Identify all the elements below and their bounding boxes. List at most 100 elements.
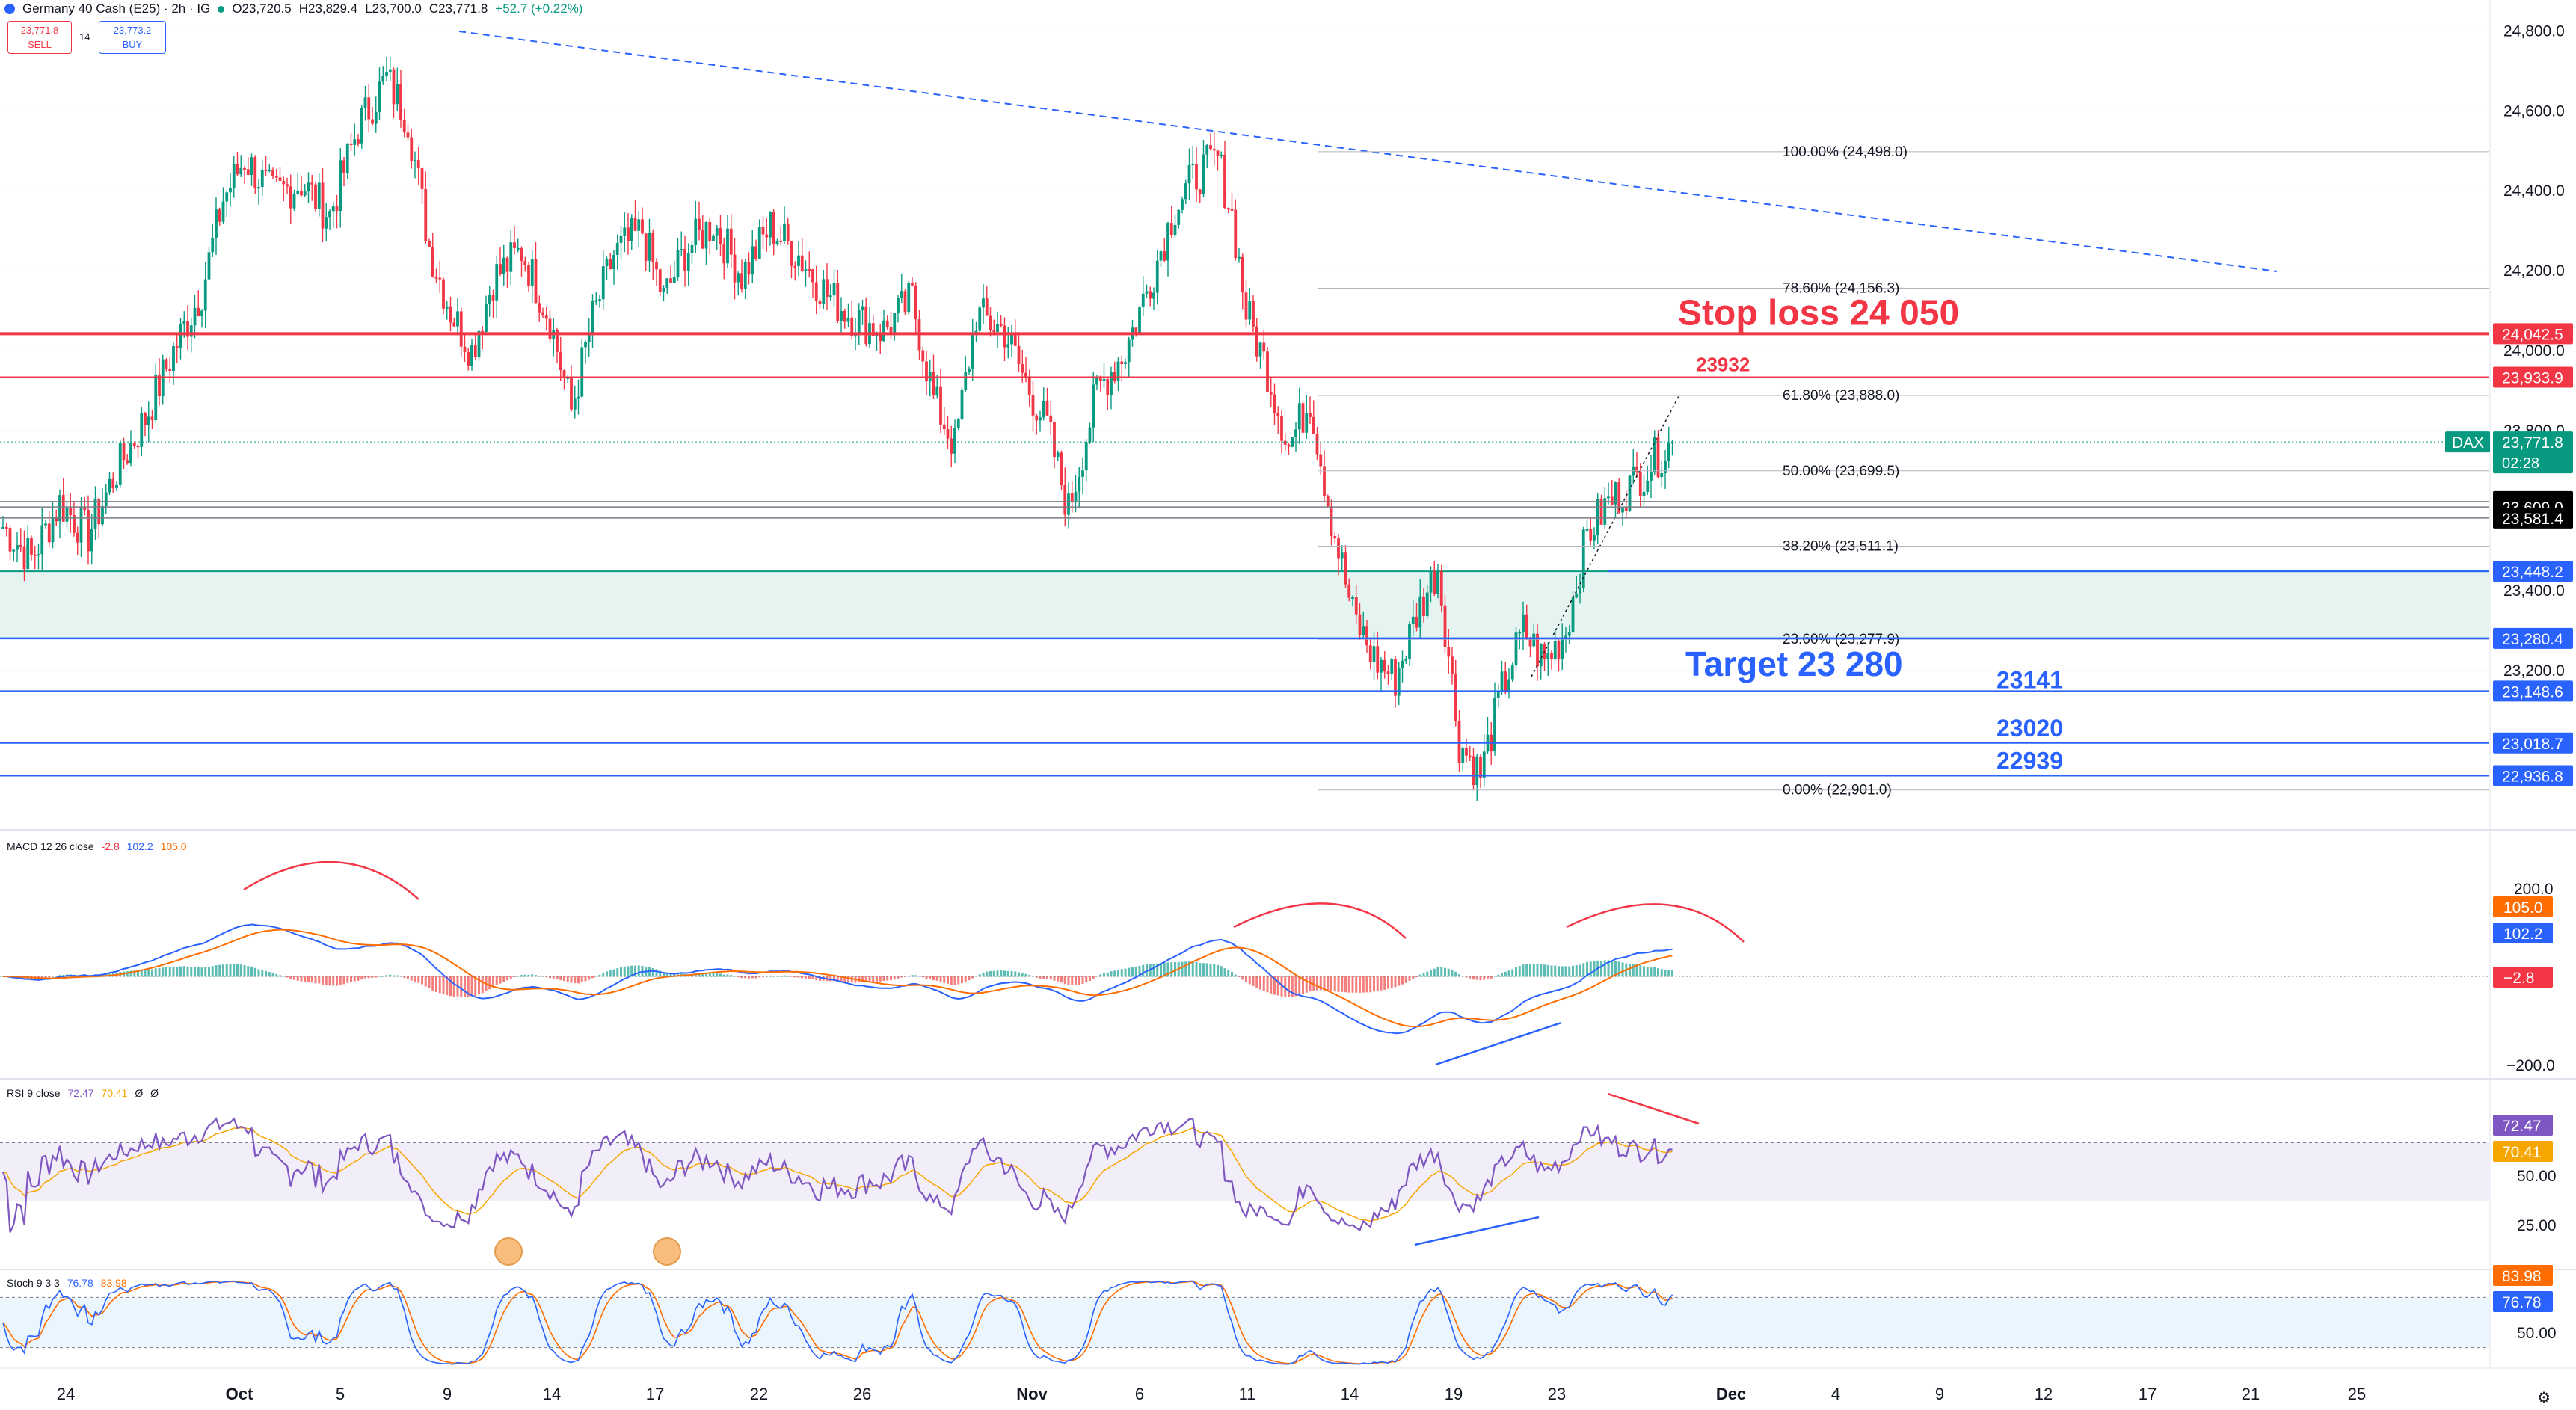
macd-histogram-bar [574, 976, 577, 984]
fib-level-label: 100.00% (24,498.0) [1783, 144, 1908, 160]
market-open-icon [218, 5, 225, 13]
candle-body [1102, 378, 1106, 381]
stoch-value-tag: 83.98 [2493, 1265, 2553, 1286]
candle-body [1507, 679, 1510, 693]
macd-histogram-bar [310, 976, 313, 983]
candle-body [1447, 647, 1451, 657]
macd-v2: 102.2 [126, 840, 153, 852]
macd-histogram-bar [1266, 976, 1269, 993]
macd-histogram-bar [474, 976, 477, 996]
candle-body [1252, 301, 1255, 327]
macd-histogram-bar [1532, 963, 1535, 977]
rsi-legend[interactable]: RSI 9 close 72.47 70.41 Ø Ø [7, 1087, 159, 1099]
candle-body [51, 517, 55, 543]
candle-body [19, 545, 22, 547]
sell-button[interactable]: 23,771.8 SELL [7, 21, 72, 54]
candle-body [1482, 751, 1486, 778]
candle-body [260, 169, 264, 188]
candle-body [1088, 427, 1092, 443]
candle-body [1312, 416, 1315, 434]
macd-histogram-bar [44, 976, 47, 978]
macd-histogram-bar [1568, 966, 1571, 977]
candle-body [1070, 493, 1074, 503]
candle-body [633, 218, 637, 231]
candle-body [485, 304, 488, 332]
macd-histogram-bar [424, 976, 427, 987]
candle-body [836, 283, 840, 321]
symbol-header: Germany 40 Cash (E25) · 2h · IG O23,720.… [4, 0, 582, 18]
macd-histogram-bar [172, 967, 175, 977]
candle-body [960, 390, 964, 420]
candle-body [470, 345, 473, 366]
candle-body [935, 386, 939, 395]
candle-body [751, 246, 754, 275]
candle-body [1479, 756, 1482, 778]
macd-histogram-bar [673, 973, 676, 977]
macd-histogram-bar [1394, 976, 1397, 988]
time-axis-tick: 11 [1239, 1385, 1256, 1403]
candle-body [1390, 659, 1394, 674]
candle-body [527, 265, 530, 287]
price-axis-tick: 24,200.0 [2503, 262, 2565, 280]
time-axis-tick: 9 [443, 1385, 452, 1403]
macd-histogram-bar [953, 976, 956, 985]
macd-histogram-bar [1430, 970, 1432, 977]
candle-body [73, 515, 76, 533]
macd-histogram-bar [229, 964, 232, 977]
macd-histogram-bar [754, 976, 757, 979]
macd-histogram-bar [478, 976, 480, 995]
annotation-label: Target 23 280 [1685, 644, 1903, 683]
rsi-v4: Ø [150, 1087, 159, 1099]
candle-body [1457, 721, 1461, 763]
macd-histogram-bar [634, 965, 636, 977]
macd-histogram-bar [637, 965, 640, 977]
candle-body [473, 345, 477, 357]
candle-body [431, 247, 434, 277]
macd-histogram-bar [1262, 976, 1265, 991]
price-axis-tick: 24,600.0 [2503, 102, 2565, 120]
time-axis-tick: Nov [1016, 1385, 1048, 1403]
candle-body [132, 442, 136, 446]
macd-histogram-bar [1572, 965, 1574, 977]
macd-histogram-bar [1376, 976, 1379, 991]
macd-histogram-bar [1369, 976, 1372, 993]
macd-histogram-bar [1181, 961, 1184, 977]
macd-histogram-bar [1057, 976, 1060, 982]
candle-body [1124, 362, 1127, 365]
macd-histogram-bar [165, 967, 167, 977]
candle-body [900, 291, 903, 298]
candle-body [477, 330, 481, 357]
macd-legend[interactable]: MACD 12 26 close -2.8 102.2 105.0 [7, 840, 187, 852]
macd-histogram-bar [1639, 965, 1642, 977]
stoch-legend[interactable]: Stoch 9 3 3 76.78 83.98 [7, 1277, 127, 1289]
ohlc-close: C23,771.8 [428, 1, 488, 16]
macd-histogram-bar [1444, 967, 1446, 977]
candle-body [982, 298, 985, 308]
macd-histogram-bar [961, 976, 963, 983]
macd-histogram-bar [1475, 976, 1478, 980]
macd-histogram-bar [982, 972, 985, 977]
macd-histogram-bar [233, 964, 236, 977]
stoch-axis-tick: 50.00 [2517, 1325, 2557, 1342]
buy-button[interactable]: 23,773.2 BUY [99, 21, 166, 54]
macd-value-tag: −2.8 [2493, 967, 2553, 988]
candle-body [203, 279, 207, 311]
macd-histogram-bar [868, 976, 871, 982]
macd-histogram-bar [1401, 976, 1404, 985]
candle-body [232, 164, 236, 188]
candle-body [165, 359, 168, 369]
candle-body [641, 219, 644, 234]
macd-histogram-bar [893, 976, 896, 980]
macd-histogram-bar [253, 967, 256, 977]
candle-body [790, 241, 793, 266]
candle-body [1081, 470, 1084, 477]
candle-body [449, 306, 452, 323]
candle-body [914, 285, 917, 320]
candle-body [140, 413, 144, 447]
macd-histogram-bar [1085, 976, 1088, 983]
macd-histogram-bar [307, 976, 310, 982]
candle-body [406, 132, 410, 138]
candle-body [410, 137, 414, 161]
candle-body [353, 139, 357, 145]
